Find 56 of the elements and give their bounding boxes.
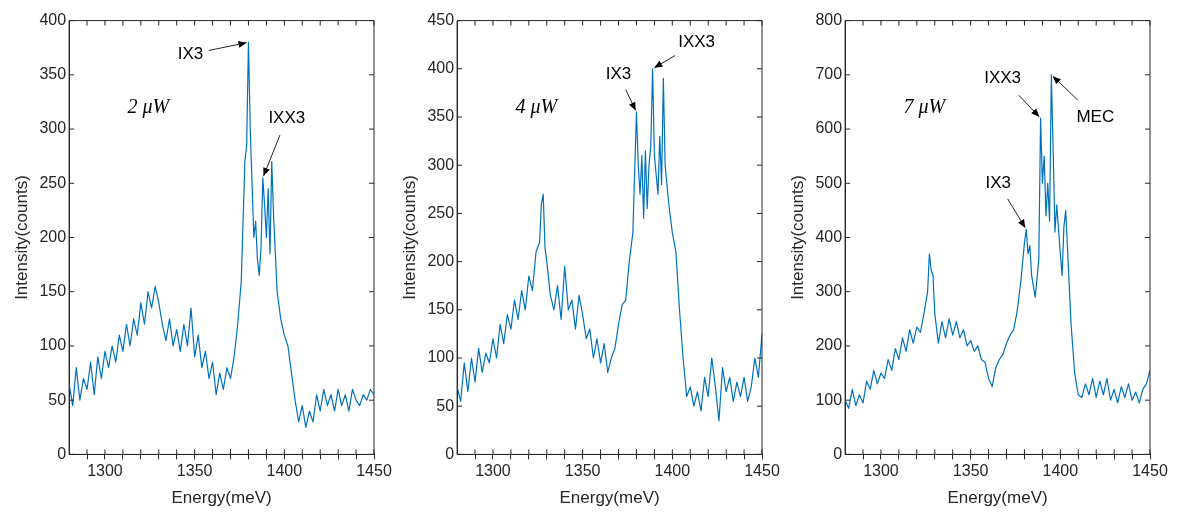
y-tick-label: 50 bbox=[436, 396, 455, 414]
x-axis-title: Energy(meV) bbox=[947, 488, 1048, 508]
y-tick-label: 350 bbox=[427, 107, 455, 125]
y-tick-label: 350 bbox=[39, 65, 67, 83]
y-tick-label: 0 bbox=[57, 444, 67, 462]
y-tick-label: 200 bbox=[427, 252, 455, 270]
annotation: IX3 bbox=[985, 173, 1012, 193]
y-tick-label: 300 bbox=[427, 155, 455, 173]
y-tick-label: 150 bbox=[39, 282, 67, 300]
annotation: IXX3 bbox=[268, 107, 306, 127]
y-tick-label: 700 bbox=[815, 65, 843, 83]
annotation: 2 μW bbox=[127, 94, 172, 118]
y-axis-title: Intensity(counts) bbox=[399, 175, 419, 300]
y-tick-label: 150 bbox=[427, 300, 455, 318]
y-tick-label: 500 bbox=[815, 173, 843, 191]
y-tick-label: 300 bbox=[815, 282, 843, 300]
x-tick-label: 1400 bbox=[654, 462, 691, 480]
x-tick-label: 1350 bbox=[564, 462, 601, 480]
y-tick-label: 800 bbox=[815, 11, 843, 29]
y-tick-label: 400 bbox=[39, 11, 67, 29]
y-axis-title: Intensity(counts) bbox=[11, 175, 31, 300]
annotation: IXX3 bbox=[984, 67, 1022, 87]
annotation: 7 μW bbox=[903, 94, 948, 118]
x-tick-label: 1300 bbox=[475, 462, 511, 480]
y-tick-label: 250 bbox=[427, 203, 455, 221]
x-axis-title: Energy(meV) bbox=[171, 488, 272, 508]
y-tick-label: 100 bbox=[39, 336, 67, 354]
y-tick-label: 100 bbox=[815, 390, 843, 408]
y-tick-label: 450 bbox=[427, 11, 455, 29]
x-tick-label: 1350 bbox=[952, 462, 989, 480]
annotation: IX3 bbox=[605, 63, 632, 83]
y-tick-label: 300 bbox=[39, 119, 67, 137]
annotation: IXX3 bbox=[678, 32, 716, 52]
y-tick-label: 400 bbox=[815, 227, 843, 245]
annotation: MEC bbox=[1076, 106, 1115, 126]
x-tick-label: 1400 bbox=[1042, 462, 1079, 480]
y-tick-label: 0 bbox=[833, 444, 843, 462]
y-tick-label: 600 bbox=[815, 119, 843, 137]
annotation: 4 μW bbox=[515, 94, 560, 118]
x-axis-title: Energy(meV) bbox=[559, 488, 660, 508]
y-tick-label: 200 bbox=[815, 336, 843, 354]
y-axis-title: Intensity(counts) bbox=[787, 175, 807, 300]
x-tick-label: 1450 bbox=[1132, 462, 1168, 480]
y-tick-label: 400 bbox=[427, 59, 455, 77]
y-tick-label: 250 bbox=[39, 173, 67, 191]
y-tick-label: 0 bbox=[445, 444, 455, 462]
x-tick-label: 1300 bbox=[863, 462, 899, 480]
x-tick-label: 1300 bbox=[87, 462, 123, 480]
x-tick-label: 1350 bbox=[176, 462, 213, 480]
y-tick-label: 100 bbox=[427, 348, 455, 366]
y-tick-label: 200 bbox=[39, 227, 67, 245]
x-tick-label: 1450 bbox=[744, 462, 780, 480]
x-tick-label: 1450 bbox=[356, 462, 392, 480]
annotation: IX3 bbox=[177, 43, 204, 63]
x-tick-label: 1400 bbox=[266, 462, 303, 480]
y-tick-label: 50 bbox=[48, 390, 67, 408]
